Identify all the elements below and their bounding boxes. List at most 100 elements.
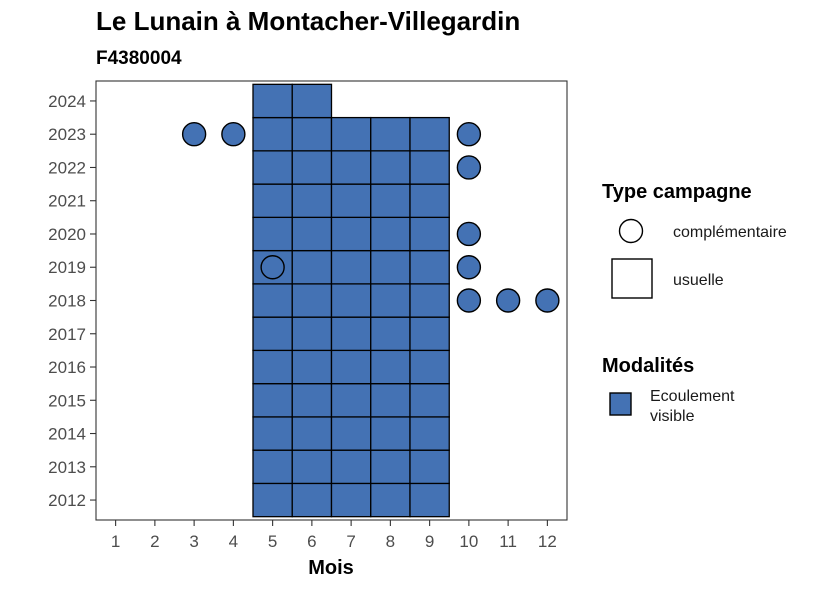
tile-usuelle-m7-2017 [330, 316, 372, 352]
x-tick-label-8: 8 [386, 532, 395, 551]
tile-usuelle-m5-2014 [252, 416, 293, 451]
legend-ecoulement-label-line1: Ecoulement [650, 388, 735, 405]
legend-ecoulement-label-line2: visible [650, 408, 695, 425]
tile-usuelle-m5-2016 [252, 349, 293, 385]
point-complementaire-m10-2019 [456, 255, 482, 280]
tile-usuelle-m6-2019 [291, 249, 333, 285]
legend: Type campagne complémentaire usuelle Mod… [602, 181, 787, 425]
legend-circle-symbol [618, 218, 644, 244]
tile-usuelle-m9-2014 [409, 416, 450, 451]
tile-usuelle-m8-2019 [370, 249, 411, 285]
tile-usuelle-m7-2013 [330, 449, 372, 485]
legend-modalites-title: Modalités [602, 355, 694, 377]
tile-usuelle-m8-2012 [370, 482, 411, 518]
y-tick-label-2014: 2014 [48, 425, 86, 444]
tile-usuelle-m8-2017 [370, 316, 411, 352]
tile-usuelle-m7-2021 [330, 183, 372, 219]
tile-usuelle-m5-2018 [252, 283, 293, 318]
tile-usuelle-m8-2022 [370, 150, 411, 185]
y-tick-label-2020: 2020 [48, 225, 86, 244]
point-complementaire-m4-2023 [221, 122, 246, 147]
tile-usuelle-m6-2018 [291, 283, 333, 318]
tile-usuelle-m8-2013 [370, 449, 411, 485]
x-tick-label-4: 4 [229, 532, 238, 551]
x-tick-label-2: 2 [150, 532, 159, 551]
y-tick-label-2019: 2019 [48, 258, 86, 277]
x-tick-label-10: 10 [459, 532, 478, 551]
tile-usuelle-m6-2012 [291, 482, 333, 518]
point-complementaire-m10-2022 [456, 155, 482, 180]
x-axis-title: Mois [308, 557, 354, 579]
tile-usuelle-m7-2016 [330, 349, 372, 385]
legend-ecoulement-swatch [609, 392, 632, 416]
usuelle-tiles [252, 83, 450, 518]
point-complementaire-m10-2020 [456, 221, 482, 247]
point-complementaire-m5-2019 [260, 255, 285, 280]
y-tick-label-2016: 2016 [48, 358, 86, 377]
tile-usuelle-m6-2016 [291, 349, 333, 385]
y-tick-label-2023: 2023 [48, 125, 86, 144]
tile-usuelle-m9-2015 [409, 382, 450, 418]
point-complementaire-m3-2023 [181, 122, 207, 147]
tile-usuelle-m5-2023 [252, 116, 293, 152]
tile-usuelle-m6-2015 [291, 382, 333, 418]
tile-usuelle-m9-2023 [409, 116, 450, 152]
tile-usuelle-m9-2019 [409, 249, 450, 285]
tile-usuelle-m7-2015 [330, 382, 372, 418]
tile-usuelle-m7-2022 [330, 150, 372, 185]
tile-usuelle-m5-2013 [252, 449, 293, 485]
tile-usuelle-m5-2021 [252, 183, 293, 219]
tile-usuelle-m6-2014 [291, 416, 333, 451]
legend-complementaire-label: complémentaire [673, 224, 787, 241]
tile-usuelle-m8-2014 [370, 416, 411, 451]
chart-subtitle: F4380004 [96, 48, 182, 69]
y-tick-label-2024: 2024 [48, 92, 86, 111]
tile-usuelle-m7-2019 [330, 249, 372, 285]
tile-usuelle-m5-2022 [252, 150, 293, 185]
tile-usuelle-m7-2020 [330, 216, 372, 252]
x-tick-label-6: 6 [307, 532, 316, 551]
x-tick-label-9: 9 [425, 532, 434, 551]
x-tick-label-12: 12 [538, 532, 557, 551]
x-tick-label-11: 11 [499, 532, 517, 551]
tile-usuelle-m7-2018 [330, 283, 372, 318]
axes: 1 2 3 4 5 6 7 8 9 10 11 122012201320142015201620172… [48, 92, 557, 551]
tile-usuelle-m9-2020 [409, 216, 450, 252]
tile-usuelle-m5-2012 [252, 482, 293, 518]
tile-usuelle-m5-2024 [252, 83, 293, 119]
tile-usuelle-m7-2014 [330, 416, 372, 451]
tile-usuelle-m8-2023 [370, 116, 411, 152]
x-tick-label-1: 1 [111, 532, 120, 551]
x-tick-label-5: 5 [268, 532, 277, 551]
tile-usuelle-m6-2017 [291, 316, 333, 352]
y-tick-label-2013: 2013 [48, 458, 86, 477]
x-tick-label-7: 7 [346, 532, 355, 551]
tile-usuelle-m9-2021 [409, 183, 450, 219]
tile-usuelle-m6-2020 [291, 216, 333, 252]
tile-usuelle-m6-2022 [291, 150, 333, 185]
point-complementaire-m10-2023 [456, 122, 482, 147]
tile-usuelle-m8-2021 [370, 183, 411, 219]
tile-usuelle-m8-2015 [370, 382, 411, 418]
y-tick-label-2022: 2022 [48, 158, 86, 177]
tile-usuelle-m6-2013 [291, 449, 333, 485]
legend-usuelle-label: usuelle [673, 272, 724, 289]
tile-usuelle-m7-2012 [330, 482, 372, 518]
tile-usuelle-m9-2022 [409, 150, 450, 185]
tile-usuelle-m8-2016 [370, 349, 411, 385]
tile-usuelle-m5-2015 [252, 382, 293, 418]
tile-usuelle-m9-2017 [409, 316, 450, 352]
tile-usuelle-m8-2018 [370, 283, 411, 318]
tile-usuelle-m9-2018 [409, 283, 450, 318]
chart-title: Le Lunain à Montacher-Villegardin [96, 6, 520, 36]
tile-usuelle-m9-2012 [409, 482, 450, 518]
tile-usuelle-m9-2013 [409, 449, 450, 485]
tile-usuelle-m6-2021 [291, 183, 333, 219]
y-tick-label-2021: 2021 [48, 192, 86, 211]
y-tick-label-2015: 2015 [48, 391, 86, 410]
tile-usuelle-m9-2016 [409, 349, 450, 385]
x-tick-label-3: 3 [189, 532, 198, 551]
tile-usuelle-m6-2024 [291, 83, 333, 119]
tile-usuelle-m7-2023 [330, 116, 372, 152]
